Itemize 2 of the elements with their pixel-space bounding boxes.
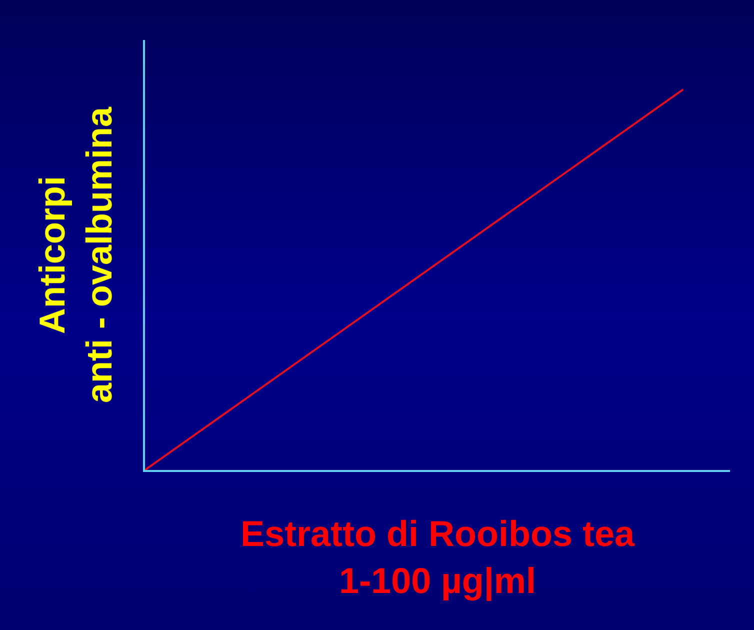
x-axis-title: Estratto di Rooibos tea 1-100 µg|ml [240,513,636,601]
y-axis-title: Anticorpi anti - ovalbumina [32,106,120,404]
